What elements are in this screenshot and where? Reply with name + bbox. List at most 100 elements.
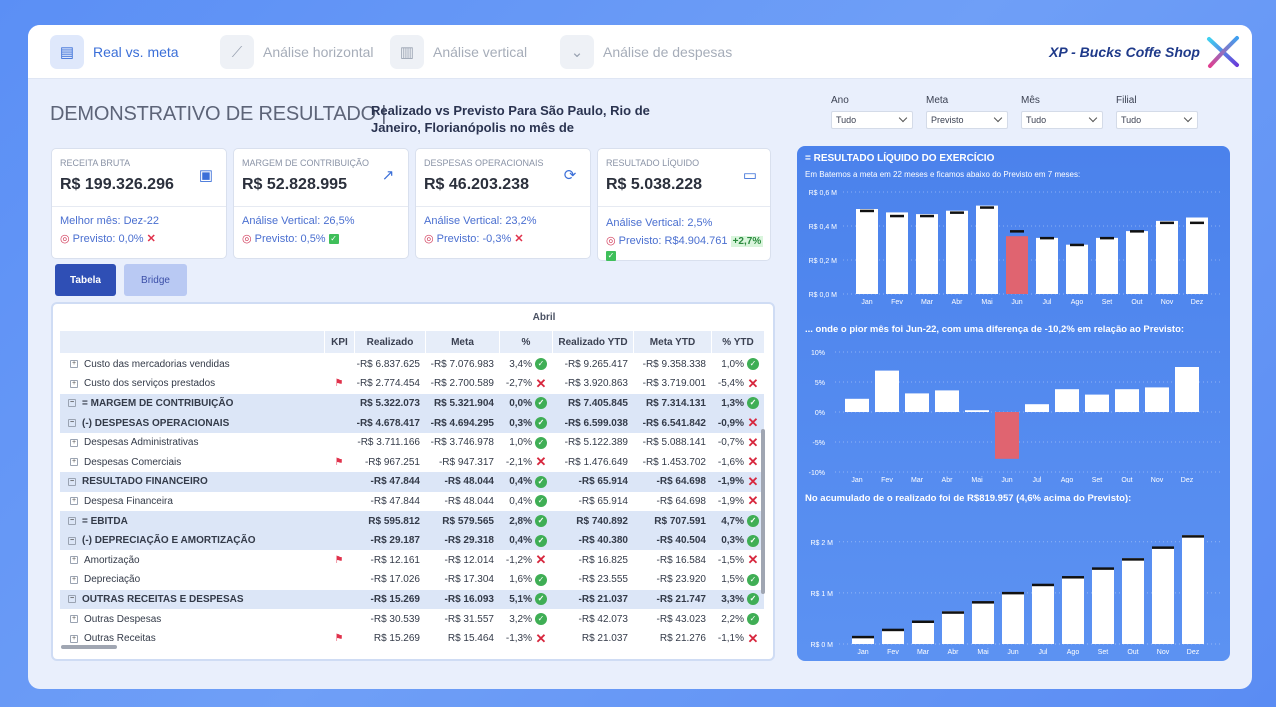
collapse-icon[interactable]: − bbox=[68, 595, 76, 604]
table-row[interactable]: + Custo dos serviços prestados ⚑ -R$ 2.774.… bbox=[60, 374, 764, 394]
expand-icon[interactable]: + bbox=[70, 556, 78, 565]
cell-value: -R$ 5.088.141 bbox=[642, 437, 706, 449]
horizontal-scrollbar[interactable] bbox=[61, 645, 117, 649]
column-header[interactable]: Realizado YTD bbox=[552, 331, 633, 353]
nav-real-vs-meta[interactable]: ▤ Real vs. meta bbox=[50, 35, 179, 69]
x-tick-label: Jan bbox=[851, 477, 862, 483]
table-row[interactable]: − (-) DEPRECIAÇÃO E AMORTIZAÇÃO -R$ 29.187… bbox=[60, 530, 764, 551]
cell-value: -R$ 12.161 bbox=[370, 554, 420, 566]
table-cell: -1,9% ✕ bbox=[711, 492, 764, 512]
column-header[interactable]: Realizado bbox=[354, 331, 425, 353]
nav-analise-vertical[interactable]: ▥ Análise vertical bbox=[390, 35, 527, 69]
cell-value: -R$ 17.026 bbox=[370, 574, 420, 586]
collapse-icon[interactable]: − bbox=[68, 477, 76, 486]
check-circle-icon: ✓ bbox=[535, 358, 547, 371]
cell-value: -R$ 7.076.983 bbox=[430, 358, 494, 370]
expand-icon[interactable]: + bbox=[70, 458, 78, 467]
cell-value: 1,5% bbox=[721, 574, 744, 586]
tab-tabela[interactable]: Tabela bbox=[55, 264, 116, 296]
collapse-icon[interactable]: − bbox=[68, 399, 76, 408]
table-row[interactable]: − (-) DESPESAS OPERACIONAIS -R$ 4.678.417-… bbox=[60, 413, 764, 433]
column-header[interactable]: % bbox=[499, 331, 552, 353]
filter-filial-select[interactable]: Tudo bbox=[1116, 111, 1198, 129]
expand-icon[interactable]: + bbox=[70, 360, 78, 369]
nav-analise-despesas[interactable]: ⌄ Análise de despesas bbox=[560, 35, 732, 69]
bar bbox=[882, 629, 904, 644]
column-header[interactable]: Meta YTD bbox=[633, 331, 711, 353]
target-marker bbox=[980, 206, 994, 209]
column-header[interactable]: Meta bbox=[425, 331, 499, 353]
cell-value: R$ 15.269 bbox=[373, 633, 420, 645]
expand-icon[interactable]: + bbox=[70, 575, 78, 584]
x-tick-label: Fev bbox=[887, 649, 899, 656]
cell-value: -R$ 4.694.295 bbox=[430, 417, 494, 429]
table-row[interactable]: + Outras Despesas -R$ 30.539 -R$ 31.557 3,2%… bbox=[60, 609, 764, 629]
row-label: − RESULTADO FINANCEIRO bbox=[68, 472, 208, 492]
expand-icon[interactable]: + bbox=[70, 634, 78, 643]
check-circle-icon: ✓ bbox=[535, 417, 547, 430]
cell-value: -1,2% bbox=[505, 554, 532, 566]
filter-meta-select[interactable]: Previsto bbox=[926, 111, 1008, 129]
check-circle-icon: ✓ bbox=[747, 573, 759, 586]
filter-label: Ano bbox=[831, 95, 849, 106]
flag-icon: ⚑ bbox=[334, 633, 344, 645]
cell-value: -R$ 15.269 bbox=[370, 593, 420, 605]
vertical-scrollbar[interactable] bbox=[761, 429, 765, 594]
table-cell: -R$ 5.122.389 bbox=[552, 433, 633, 453]
table-row[interactable]: − RESULTADO FINANCEIRO -R$ 47.844 -R$ 48.04… bbox=[60, 472, 764, 492]
table-row[interactable]: + Outras Receitas ⚑ R$ 15.269 R$ 15.464 -1,3%… bbox=[60, 629, 764, 649]
table-cell: R$ 15.464 bbox=[425, 629, 499, 649]
table-row[interactable]: + Despesas Administrativas -R$ 3.711.166 -R… bbox=[60, 433, 764, 453]
filter-ano-select[interactable]: Tudo bbox=[831, 111, 913, 129]
x-mark-icon: ✕ bbox=[747, 493, 759, 509]
collapse-icon[interactable]: − bbox=[68, 419, 76, 428]
table-cell: -R$ 29.187 bbox=[354, 531, 425, 551]
cell-value: -R$ 2.700.589 bbox=[430, 378, 494, 390]
target-marker bbox=[1002, 591, 1024, 595]
collapse-icon[interactable]: − bbox=[68, 517, 76, 526]
table-row[interactable]: − OUTRAS RECEITAS E DESPESAS -R$ 15.269 -R$… bbox=[60, 589, 764, 610]
cell-value: -R$ 12.014 bbox=[444, 554, 494, 566]
check-circle-icon: ✓ bbox=[535, 613, 547, 626]
table-cell: 1,3% ✓ bbox=[711, 394, 764, 414]
expand-icon[interactable]: + bbox=[70, 379, 78, 388]
bar bbox=[965, 410, 989, 412]
table-row[interactable]: + Amortização ⚑ -R$ 12.161 -R$ 12.014 -1,2% ✕ -… bbox=[60, 551, 764, 571]
table-row[interactable]: − = MARGEM DE CONTRIBUIÇÃO R$ 5.322.073 R$ … bbox=[60, 393, 764, 414]
cumulative-chart: R$ 0 M R$ 1 M R$ 2 M Jan Fev Mar Abr Mai Jun Jul A… bbox=[810, 535, 1222, 656]
table-cell: R$ 5.321.904 bbox=[425, 394, 499, 414]
target-marker bbox=[1160, 221, 1174, 225]
expand-icon[interactable]: + bbox=[70, 615, 78, 624]
expand-icon[interactable]: + bbox=[70, 438, 78, 447]
table-cell: -R$ 9.358.338 bbox=[633, 355, 711, 375]
table-row[interactable]: + Depreciação -R$ 17.026 -R$ 17.304 1,6% ✓ -R$… bbox=[60, 570, 764, 590]
table-row[interactable]: − = EBITDA R$ 595.812 R$ 579.565 2,8% ✓ R$ 740… bbox=[60, 511, 764, 531]
table-cell: -0,7% ✕ bbox=[711, 433, 764, 453]
target-marker bbox=[1092, 567, 1114, 570]
table-cell: -R$ 7.076.983 bbox=[425, 355, 499, 375]
table-row[interactable]: + Despesa Financeira -R$ 47.844 -R$ 48.044 0… bbox=[60, 492, 764, 512]
row-label-text: Amortização bbox=[84, 554, 140, 566]
cell-value: -1,1% bbox=[717, 633, 744, 645]
collapse-icon[interactable]: − bbox=[68, 536, 76, 545]
kpi-despesas-operacionais: DESPESAS OPERACIONAIS R$ 46.203.238 ⟳ An… bbox=[415, 148, 591, 259]
dre-table-panel: Abril KPI Realizado Meta % Realizado YTD… bbox=[51, 302, 775, 661]
table-cell: 4,7% ✓ bbox=[711, 511, 764, 531]
table-cell: -R$ 15.269 bbox=[354, 590, 425, 610]
column-header[interactable]: KPI bbox=[324, 331, 354, 353]
tab-bridge[interactable]: Bridge bbox=[124, 264, 187, 296]
table-row[interactable]: + Custo das mercadorias vendidas -R$ 6.837… bbox=[60, 355, 764, 375]
table-row[interactable]: + Despesas Comerciais ⚑ -R$ 967.251 -R$ 947.… bbox=[60, 453, 764, 473]
kpi-value: R$ 199.326.296 bbox=[60, 176, 174, 193]
column-header[interactable]: % YTD bbox=[711, 331, 764, 353]
bar bbox=[875, 370, 899, 412]
cell-value: -R$ 47.844 bbox=[370, 495, 420, 507]
table-cell: 3,2% ✓ bbox=[499, 609, 552, 629]
table-cell: -R$ 9.265.417 bbox=[552, 355, 633, 375]
nav-analise-horizontal[interactable]: ⟋ Análise horizontal bbox=[220, 35, 374, 69]
expand-icon[interactable]: + bbox=[70, 497, 78, 506]
cell-value: 0,4% bbox=[509, 476, 532, 488]
x-tick-label: Jul bbox=[1043, 299, 1052, 306]
filter-mes-select[interactable]: Tudo bbox=[1021, 111, 1103, 129]
table-cell: 5,1% ✓ bbox=[499, 590, 552, 610]
